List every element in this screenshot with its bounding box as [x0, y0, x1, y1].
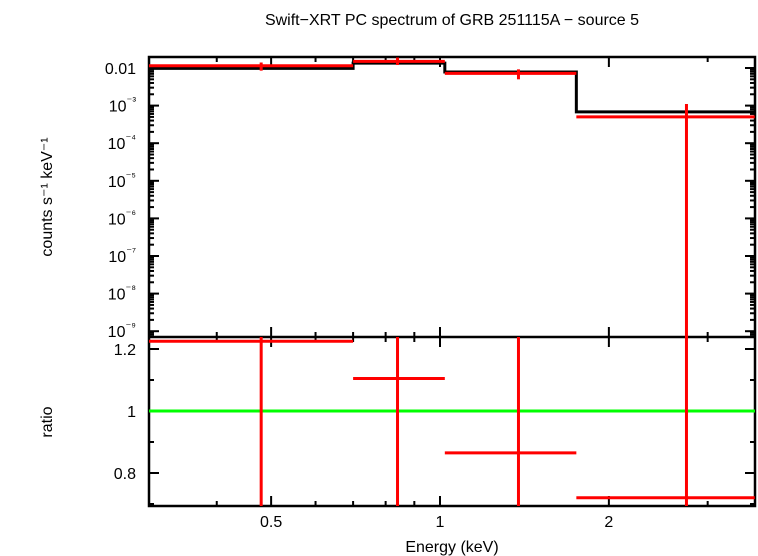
ratio-point [444, 337, 577, 506]
x-tick-label: 1 [436, 514, 445, 531]
y-tick-label-top: 10⁻⁵ [108, 171, 136, 191]
y-tick-label-top: 10⁻⁸ [108, 284, 136, 304]
y-tick-label-bottom: 0.8 [114, 466, 136, 483]
ratio-point [149, 337, 354, 506]
data-point [149, 62, 354, 71]
data-point [444, 69, 577, 80]
y-axis-label-top: counts s⁻¹ keV⁻¹ [39, 137, 56, 256]
y-tick-label-top: 10⁻⁹ [108, 321, 136, 341]
axes: 0.5 1 2 0.01 10⁻³ 10⁻⁴ 10⁻⁵ 10⁻⁶ 10⁻⁷ 10⁻⁸ 10⁻⁹ 0.8… [105, 55, 757, 531]
chart-title: Swift−XRT PC spectrum of GRB 251115A − s… [265, 12, 639, 29]
ratio-point [576, 337, 755, 506]
y-tick-label-top: 10⁻⁷ [108, 246, 136, 266]
model-step-line [149, 61, 755, 114]
x-axis-label: Energy (keV) [405, 539, 498, 556]
y-tick-label-bottom: 1 [127, 404, 136, 421]
y-axis-label-bottom: ratio [39, 406, 56, 437]
plot-data [149, 57, 755, 506]
y-tick-label-top: 10⁻³ [109, 96, 137, 116]
y-tick-label-top: 10⁻⁶ [108, 208, 136, 228]
y-tick-label-bottom: 1.2 [114, 342, 136, 359]
plot-frame [147, 55, 757, 508]
x-tick-label: 2 [604, 514, 613, 531]
data-point [353, 57, 445, 66]
data-point [576, 104, 755, 337]
x-tick-label: 0.5 [260, 514, 282, 531]
y-tick-label-top: 0.01 [105, 61, 136, 78]
y-tick-label-top: 10⁻⁴ [108, 133, 137, 153]
ratio-point [353, 337, 445, 506]
